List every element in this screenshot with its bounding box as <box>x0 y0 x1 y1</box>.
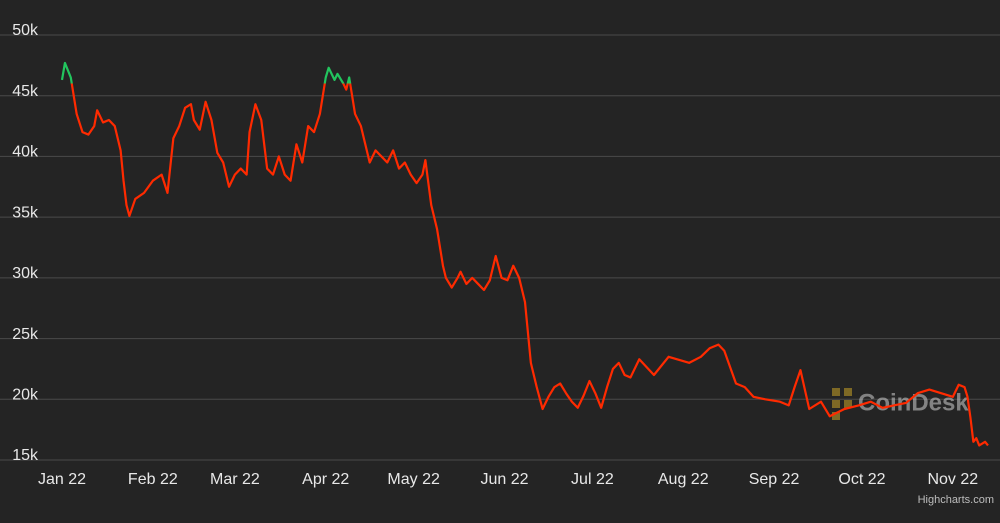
x-tick-label: Jan 22 <box>38 471 86 488</box>
x-tick-label: Aug 22 <box>658 471 709 488</box>
y-tick-label: 40k <box>12 144 39 161</box>
x-tick-label: Oct 22 <box>838 471 885 488</box>
x-tick-label: Apr 22 <box>302 471 349 488</box>
y-tick-label: 20k <box>12 387 39 404</box>
watermark-icon <box>844 388 852 396</box>
x-tick-label: Mar 22 <box>210 471 260 488</box>
x-tick-label: May 22 <box>387 471 440 488</box>
watermark: CoinDesk <box>832 388 969 420</box>
x-tick-label: Feb 22 <box>128 471 178 488</box>
y-tick-label: 30k <box>12 265 39 282</box>
y-tick-label: 45k <box>12 83 39 100</box>
price-line <box>60 61 989 447</box>
watermark-icon <box>844 400 852 408</box>
credit: Highcharts.com <box>918 494 994 506</box>
x-tick-label: Nov 22 <box>927 471 978 488</box>
watermark-icon <box>832 388 840 396</box>
y-tick-label: 25k <box>12 326 39 343</box>
watermark-icon <box>832 412 840 420</box>
y-tick-label: 50k <box>12 22 39 39</box>
y-tick-label: 15k <box>12 447 39 464</box>
x-tick-label: Jun 22 <box>480 471 528 488</box>
x-tick-label: Sep 22 <box>749 471 800 488</box>
y-tick-label: 35k <box>12 204 39 221</box>
watermark-text: CoinDesk <box>858 389 969 416</box>
x-tick-label: Jul 22 <box>571 471 614 488</box>
watermark-icon <box>832 400 840 408</box>
